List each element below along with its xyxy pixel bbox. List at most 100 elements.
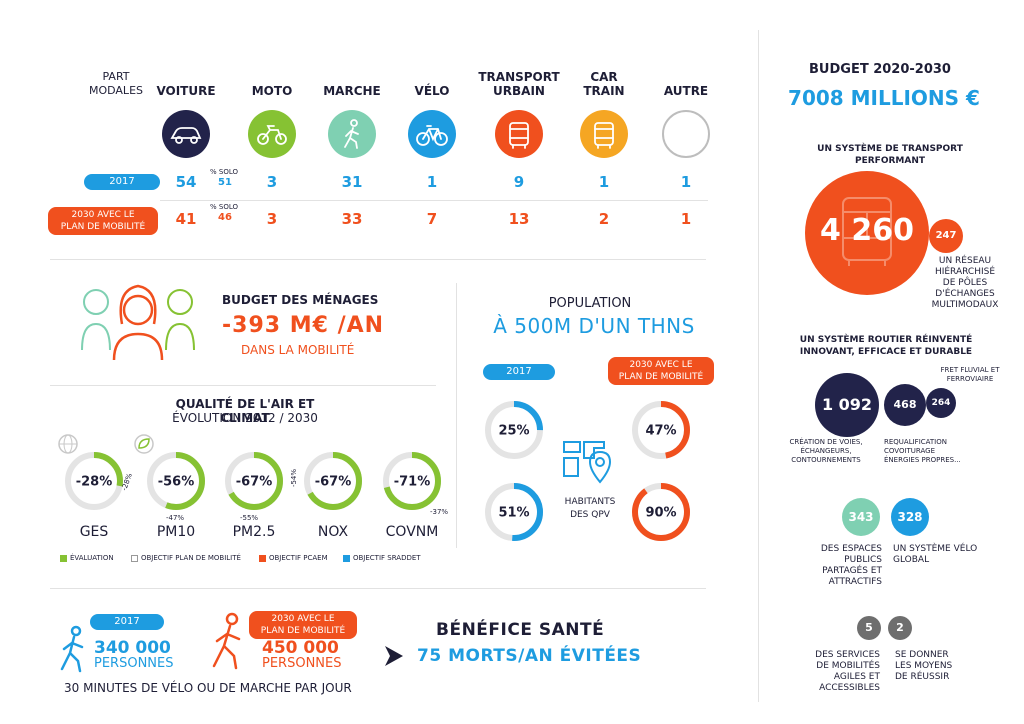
legend-swatch-0 xyxy=(60,555,67,562)
road-left-text: CRÉATION DE VOIES, ÉCHANGEURS, CONTOURNEME… xyxy=(778,438,874,465)
health-benefit-title: BÉNÉFICE SANTÉ xyxy=(436,620,605,640)
qpv-label-line2: DES QPV xyxy=(570,510,610,520)
legend-swatch-3 xyxy=(343,555,350,562)
value-2017-1: 3 xyxy=(266,173,278,191)
transport-budget-value: 4 260 xyxy=(820,213,914,248)
air-ring-pm10: -56% xyxy=(147,452,205,510)
map-location-icon xyxy=(563,441,612,484)
air-pollutant-name: COVNM xyxy=(385,524,439,540)
car-icon xyxy=(162,110,210,158)
legend-label-2: OBJECTIF PCAEM xyxy=(269,554,328,562)
health-count-2030: 450 000 xyxy=(262,638,339,658)
text-line: UN SYSTÈME VÉLO xyxy=(893,544,978,554)
globe-icon xyxy=(58,434,78,454)
health-persons-2030: PERSONNES xyxy=(262,656,342,671)
year-2017-pill: 2017 xyxy=(84,174,160,190)
road-budget-circle-2: 468 xyxy=(884,384,926,426)
household-budget-title: BUDGET DES MÉNAGES xyxy=(222,293,379,307)
population-ring-3: 90% xyxy=(632,483,690,541)
modal-header-0: VOITURE xyxy=(131,84,241,98)
population-ring-0-label: 25% xyxy=(498,424,529,439)
text-line: COVOITURAGE xyxy=(884,447,936,455)
text-line: DES ESPACES xyxy=(820,544,882,554)
population-value: À 500M D'UN THNS xyxy=(493,314,695,338)
legend-swatch-2 xyxy=(259,555,266,562)
road-system-title-line2: INNOVANT, EFFICACE ET DURABLE xyxy=(799,347,973,357)
year-2030-pill: 2030 AVEC LE PLAN DE MOBILITÉ xyxy=(48,207,158,235)
velo-system-text: UN SYSTÈME VÉLO GLOBAL xyxy=(893,544,993,566)
modal-header-3: VÉLO xyxy=(377,84,487,98)
value-2030-1: 3 xyxy=(266,210,278,228)
health-caption: 30 MINUTES DE VÉLO OU DE MARCHE PAR JOUR xyxy=(64,681,352,695)
services-circle: 5 xyxy=(857,616,881,640)
table-row-divider xyxy=(160,200,708,201)
air-ring-pm25: -67% xyxy=(225,452,283,510)
health-benefit-value: 75 MORTS/AN ÉVITÉES xyxy=(417,646,642,666)
text-line: GLOBAL xyxy=(893,555,930,565)
qpv-label: HABITANTS DES QPV xyxy=(555,496,625,522)
road-budget-circle-1: 1 092 xyxy=(815,373,879,437)
value-2017-5: 1 xyxy=(598,173,610,191)
air-ring-pm25-arc xyxy=(225,452,283,510)
air-ring-ges-label: -28% xyxy=(76,475,113,490)
air-quality-title: QUALITÉ DE L'AIR ET CLIMAT xyxy=(175,397,315,425)
value-2030-6: 1 xyxy=(680,210,692,228)
modal-share-label-line2: MODALES xyxy=(88,84,143,97)
air-pollutant-name: NOX xyxy=(317,524,349,540)
text-line: DE MOBILITÉS xyxy=(816,661,880,671)
population-ring-3-arc xyxy=(632,483,690,541)
solo-label-2017: % SOLO xyxy=(210,168,238,176)
walking-person-icon-2017 xyxy=(60,625,84,673)
velo-system-circle: 328 xyxy=(891,498,929,536)
air-pollutant-name: PM10 xyxy=(156,524,196,540)
transport-system-title: UN SYSTÈME DE TRANSPORT PERFORMANT xyxy=(790,143,990,167)
road-budget-circle-3: 264 xyxy=(926,388,956,418)
text-line: REQUALIFICATION xyxy=(884,438,947,446)
air-ring-pm10-arc xyxy=(147,452,205,510)
population-2030-pill-line1: 2030 AVEC LE xyxy=(629,360,693,370)
bus-icon-large xyxy=(842,197,892,266)
transport-system-title-line1: UN SYSTÈME DE TRANSPORT xyxy=(817,144,963,154)
air-ring-covnm: -71% xyxy=(383,452,441,510)
health-2030-pill-line1: 2030 AVEC LE xyxy=(271,614,335,624)
text-line: PUBLICS xyxy=(844,555,882,565)
health-count-2017: 340 000 xyxy=(94,638,171,658)
population-ring-2-label: 47% xyxy=(645,424,676,439)
bicycle-icon xyxy=(408,110,456,158)
modal-header-line2: URBAIN xyxy=(493,84,545,98)
section-divider-bottom xyxy=(50,588,706,589)
solo-value-2017: 51 xyxy=(218,177,232,188)
air-objective-label: -55% xyxy=(240,514,259,522)
modal-header-line1: MARCHE xyxy=(323,84,381,98)
text-line: AGILES ET xyxy=(833,672,880,682)
modal-header-5: CAR TRAIN xyxy=(549,70,659,98)
pedestrian-icon xyxy=(328,110,376,158)
modal-share-label-line1: PART xyxy=(102,70,130,83)
health-2030-pill: 2030 AVEC LE PLAN DE MOBILITÉ xyxy=(249,611,357,639)
population-ring-1-arc xyxy=(485,483,543,541)
air-ring-covnm-label: -71% xyxy=(394,475,431,490)
pole-budget-text: UN RÉSEAU HIÉRARCHISÉ DE PÔLES D'ÉCHANGES MU… xyxy=(925,256,1005,311)
value-2030-4: 13 xyxy=(508,210,530,228)
solo-value-2030: 46 xyxy=(218,212,232,223)
population-title: POPULATION xyxy=(548,296,632,311)
text-line: ATTRACTIFS xyxy=(828,577,882,587)
population-ring-0-arc xyxy=(485,401,543,459)
population-2030-pill: 2030 AVEC LE PLAN DE MOBILITÉ xyxy=(608,357,714,385)
modal-header-4: TRANSPORT URBAIN xyxy=(464,70,574,98)
value-2030-2: 33 xyxy=(341,210,363,228)
motorbike-icon xyxy=(248,110,296,158)
air-ring-nox: -67% xyxy=(304,452,362,510)
air-pollutant-name: PM2.5 xyxy=(232,524,276,540)
legend-label-3: OBJECTIF SRADDET xyxy=(353,554,421,562)
health-2030-pill-line2: PLAN DE MOBILITÉ xyxy=(260,626,346,636)
air-objective-label: -54% xyxy=(290,468,299,488)
air-ring-pm25-label: -67% xyxy=(236,475,273,490)
means-circle: 2 xyxy=(888,616,912,640)
value-2017-0: 54 xyxy=(175,173,197,191)
value-2017-4: 9 xyxy=(513,173,525,191)
population-ring-3-label: 90% xyxy=(645,506,676,521)
health-persons-2017: PERSONNES xyxy=(94,656,174,671)
modal-header-6: AUTRE xyxy=(631,84,741,98)
pole-budget-circle: 247 xyxy=(929,219,963,253)
